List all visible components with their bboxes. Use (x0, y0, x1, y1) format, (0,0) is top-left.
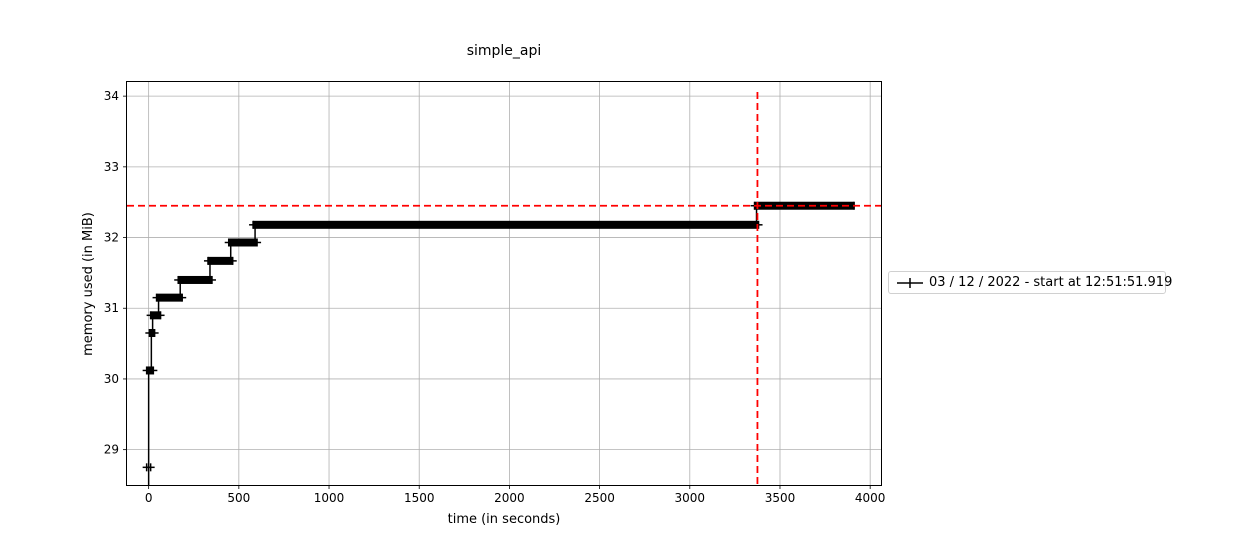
series-step-band (150, 311, 161, 320)
y-tick-label: 29 (104, 443, 119, 457)
legend-line-marker-icon (897, 278, 923, 288)
series-step-band (253, 220, 759, 229)
x-tick-label: 2500 (584, 491, 615, 505)
y-tick-label: 33 (104, 160, 119, 174)
x-tick-label: 4000 (855, 491, 886, 505)
x-tick-label: 0 (145, 491, 153, 505)
x-axis-ticks: 0 500 1000 1500 2000 2500 3000 3500 4000 (145, 485, 886, 505)
x-tick-label: 500 (227, 491, 250, 505)
chart-legend: 03 / 12 / 2022 - start at 12:51:51.919 (888, 271, 1172, 294)
chart-title: simple_api (467, 43, 542, 59)
y-tick-label: 32 (104, 231, 119, 245)
y-axis-label: memory used (in MiB) (81, 212, 96, 356)
y-axis-ticks: 29 30 31 32 33 34 (104, 89, 127, 457)
y-tick-label: 34 (104, 89, 119, 103)
y-tick-label: 30 (104, 372, 119, 386)
series-step-band (156, 293, 183, 302)
series-step-band (228, 238, 258, 247)
x-tick-label: 1500 (404, 491, 435, 505)
plot-frame (126, 81, 882, 486)
series-step-band (207, 256, 233, 265)
series-memory-usage (142, 201, 859, 485)
legend-entry-label: 03 / 12 / 2022 - start at 12:51:51.919 (929, 275, 1173, 290)
grid-lines (127, 82, 881, 485)
reference-lines (127, 92, 881, 485)
y-tick-label: 31 (104, 301, 119, 315)
x-tick-label: 3000 (675, 491, 706, 505)
x-tick-label: 1000 (314, 491, 345, 505)
x-tick-label: 2000 (494, 491, 525, 505)
x-tick-label: 3500 (765, 491, 796, 505)
x-axis-label: time (in seconds) (448, 512, 561, 527)
series-step-band (178, 275, 212, 284)
